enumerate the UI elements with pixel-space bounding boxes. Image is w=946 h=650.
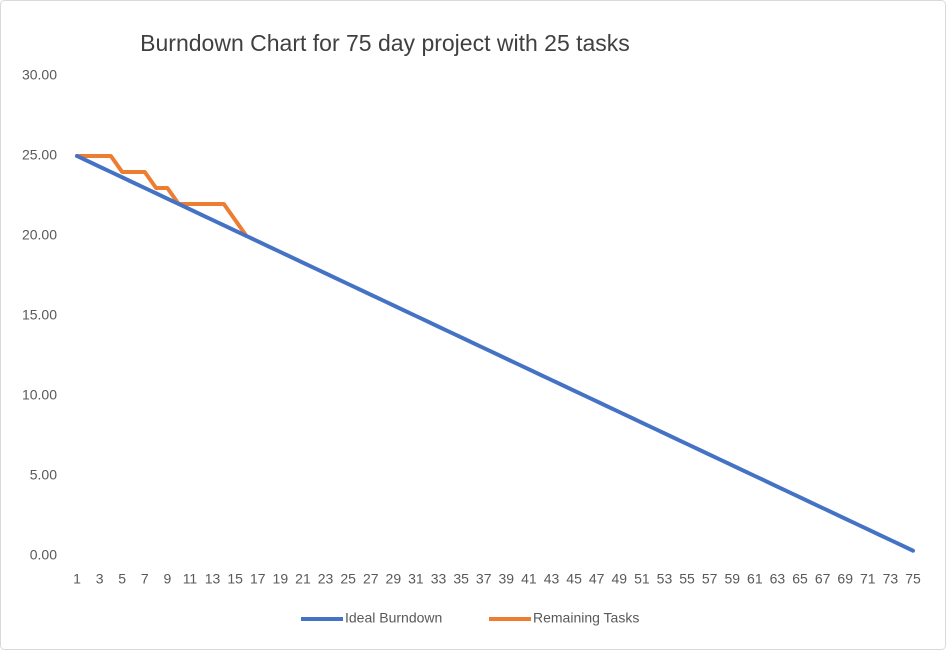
x-tick-label: 11	[183, 571, 198, 587]
y-tick-label: 30.00	[22, 67, 57, 83]
x-tick-label: 49	[611, 571, 627, 587]
x-tick-label: 57	[702, 571, 718, 587]
x-tick-label: 43	[544, 571, 560, 587]
x-tick-label: 9	[163, 571, 171, 587]
x-tick-label: 63	[770, 571, 786, 587]
y-tick-label: 15.00	[22, 307, 57, 323]
x-tick-label: 1	[73, 571, 81, 587]
x-tick-label: 27	[363, 571, 379, 587]
x-tick-label: 17	[250, 571, 266, 587]
x-tick-label: 69	[837, 571, 853, 587]
x-tick-label: 47	[589, 571, 605, 587]
x-tick-label: 19	[273, 571, 289, 587]
y-tick-label: 20.00	[22, 227, 57, 243]
x-tick-label: 65	[792, 571, 808, 587]
x-tick-label: 41	[521, 571, 537, 587]
x-tick-label: 39	[499, 571, 515, 587]
x-tick-label: 25	[340, 571, 356, 587]
x-tick-label: 23	[318, 571, 334, 587]
x-tick-label: 31	[408, 571, 424, 587]
x-tick-label: 35	[453, 571, 469, 587]
x-tick-label: 15	[227, 571, 243, 587]
x-tick-label: 45	[566, 571, 582, 587]
x-tick-label: 29	[386, 571, 402, 587]
x-tick-label: 73	[883, 571, 899, 587]
x-tick-label: 5	[118, 571, 126, 587]
y-tick-label: 0.00	[30, 547, 57, 563]
x-tick-label: 33	[431, 571, 447, 587]
x-tick-label: 53	[657, 571, 673, 587]
x-tick-label: 75	[905, 571, 921, 587]
y-tick-label: 5.00	[30, 467, 57, 483]
x-tick-label: 61	[747, 571, 763, 587]
chart-title: Burndown Chart for 75 day project with 2…	[140, 30, 630, 56]
x-tick-label: 3	[96, 571, 104, 587]
x-tick-label: 13	[205, 571, 221, 587]
x-tick-label: 21	[295, 571, 311, 587]
x-tick-label: 51	[634, 571, 650, 587]
x-tick-label: 71	[860, 571, 876, 587]
y-tick-label: 10.00	[22, 387, 57, 403]
legend-label: Ideal Burndown	[345, 610, 442, 626]
y-tick-label: 25.00	[22, 147, 57, 163]
x-tick-label: 7	[141, 571, 149, 587]
data-line	[75, 154, 915, 553]
legend-label: Remaining Tasks	[533, 610, 639, 626]
x-tick-label: 59	[724, 571, 740, 587]
x-tick-label: 37	[476, 571, 492, 587]
data-line	[75, 154, 249, 238]
x-tick-label: 67	[815, 571, 831, 587]
x-tick-label: 55	[679, 571, 695, 587]
